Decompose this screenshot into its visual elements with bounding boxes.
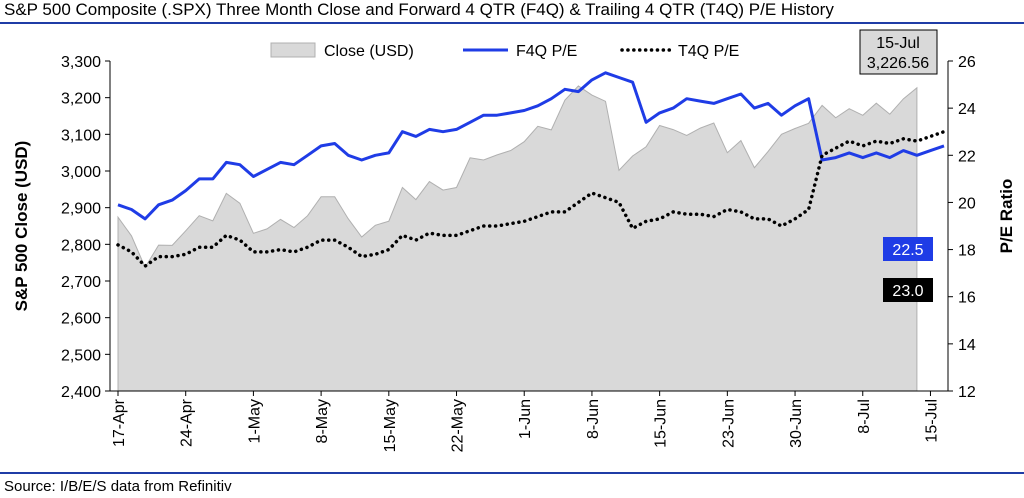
right-tick-label: 24	[958, 101, 976, 118]
chart-area: 2,400 2,500 2,600 2,700 2,800 2,900 3,000 3,100…	[12, 29, 1016, 452]
x-tick-label: 15-May	[382, 399, 399, 452]
x-tick-label: 15-Jul	[923, 399, 940, 443]
date-box-date: 15-Jul	[876, 35, 920, 52]
left-tick-label: 2,500	[61, 347, 101, 364]
title-rule	[0, 22, 1024, 24]
t4q-last-value: 23.0	[892, 283, 923, 300]
t4q-pe-line	[116, 129, 946, 269]
left-tick-label: 2,800	[61, 237, 101, 254]
x-tick-label: 17-Apr	[111, 398, 128, 447]
date-box	[859, 29, 938, 75]
legend-f4q-label: F4Q P/E	[516, 43, 577, 60]
legend-t4q-label: T4Q P/E	[678, 43, 739, 60]
left-tick-label: 3,300	[61, 54, 101, 71]
x-tick-label: 24-Apr	[179, 398, 196, 447]
x-tick-label: 8-May	[314, 399, 331, 443]
y-axis-title: S&P 500 Close (USD)	[12, 141, 31, 312]
right-tick-label: 26	[958, 54, 976, 71]
right-tick-label: 16	[958, 290, 976, 307]
x-tick-label: 15-Jun	[653, 399, 670, 448]
f4q-last-box	[883, 237, 933, 261]
right-tick-label: 20	[958, 195, 976, 212]
legend-close-swatch	[270, 42, 316, 58]
footer-rule	[0, 472, 1024, 474]
close-usd-area	[117, 85, 918, 392]
chart-title: S&P 500 Composite (.SPX) Three Month Clo…	[4, 0, 834, 19]
left-tick-label: 3,200	[61, 91, 101, 108]
right-tick-label: 12	[958, 384, 976, 401]
left-tick-label: 3,100	[61, 127, 101, 144]
x-tick-label: 30-Jun	[788, 399, 805, 448]
x-tick-label: 22-May	[450, 399, 467, 452]
f4q-pe-line	[117, 71, 945, 221]
source-note: Source: I/B/E/S data from Refinitiv	[4, 478, 232, 495]
t4q-last-box	[883, 278, 933, 302]
left-tick-label: 3,000	[61, 164, 101, 181]
right-tick-label: 14	[958, 337, 976, 354]
f4q-last-value: 22.5	[892, 242, 923, 259]
x-tick-label: 8-Jul	[856, 399, 873, 434]
x-tick-label: 1-May	[246, 399, 263, 443]
legend-close-label: Close (USD)	[324, 43, 414, 60]
left-tick-label: 2,600	[61, 311, 101, 328]
x-tick-label: 1-Jun	[517, 399, 534, 439]
left-tick-label: 2,400	[61, 384, 101, 401]
date-box-value: 3,226.56	[867, 55, 929, 72]
x-tick-label: 8-Jun	[585, 399, 602, 439]
y2-axis-title: P/E Ratio	[997, 179, 1016, 254]
x-tick-label: 23-Jun	[720, 399, 737, 448]
left-tick-label: 2,700	[61, 274, 101, 291]
left-tick-label: 2,900	[61, 201, 101, 218]
right-tick-label: 22	[958, 148, 976, 165]
right-tick-label: 18	[958, 243, 976, 260]
